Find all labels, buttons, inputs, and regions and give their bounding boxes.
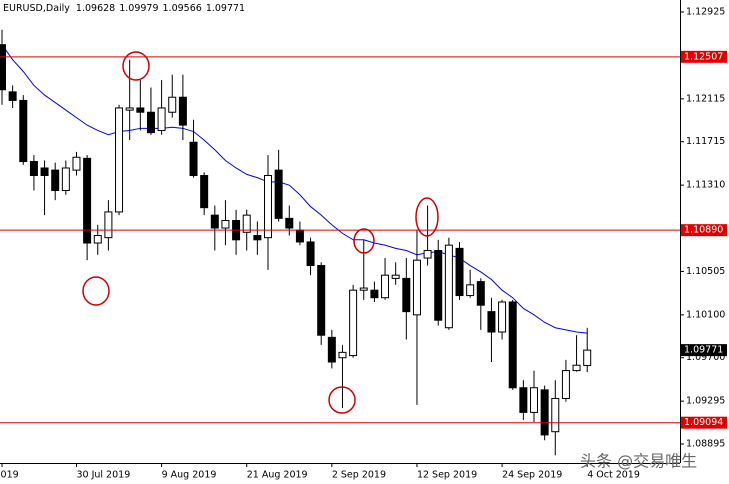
candle-body-down: [540, 389, 549, 436]
price-label-box: [681, 224, 727, 237]
candle-body-up: [115, 107, 124, 213]
candle-body-down: [178, 96, 187, 126]
candle-body-up: [391, 274, 400, 279]
chart-title: EURUSD,Daily 1.09628 1.09979 1.09566 1.09771: [3, 3, 245, 14]
candle-body-down: [306, 241, 315, 267]
candle-body-down: [295, 229, 304, 243]
x-tick-label: 12 Sep 2019: [417, 470, 477, 481]
y-tick-label: 1.12925: [686, 7, 725, 18]
candle-body-down: [455, 247, 464, 297]
candle-body-down: [519, 387, 528, 413]
x-tick-label: 2 Sep 2019: [332, 470, 386, 481]
candle-body-down: [83, 157, 92, 244]
y-tick-label: 1.11310: [686, 180, 725, 191]
candle-body-up: [157, 107, 166, 131]
candle-body-up: [264, 174, 272, 239]
y-tick-label: 1.10505: [686, 266, 725, 277]
candle-body-up: [221, 220, 230, 229]
candle-body-down: [434, 250, 443, 321]
close-value: 1.09771: [206, 3, 245, 14]
x-tick-label: 4 Oct 2019: [587, 470, 640, 481]
circle-annotation: [122, 51, 150, 81]
candle-body-up: [412, 259, 421, 316]
x-tick-label: 21 Aug 2019: [247, 470, 308, 481]
candle-body-down: [136, 107, 145, 113]
candle-body-down: [508, 301, 517, 389]
y-tick-label: 1.11715: [686, 136, 725, 147]
candle-body-up: [359, 287, 368, 291]
candle-body-up: [498, 301, 507, 333]
y-tick-label: 1.12115: [686, 93, 725, 104]
candle-body-down: [19, 99, 28, 163]
candle-body-down: [253, 235, 262, 241]
candle-body-up: [423, 250, 432, 259]
y-tick-label: 1.08895: [686, 439, 725, 450]
plot: [0, 29, 592, 456]
candle-body-up: [93, 235, 102, 244]
candle-body-down: [487, 311, 496, 333]
candle-body-down: [327, 336, 336, 363]
y-tick-label: 1.10100: [686, 309, 725, 320]
price-label-box: [681, 416, 727, 429]
candle-body-up: [349, 289, 358, 357]
high-value: 1.09979: [119, 3, 158, 14]
candle-body-up: [561, 370, 570, 399]
candle-body-up: [583, 349, 592, 366]
candle-body-down: [274, 169, 283, 219]
y-tick-label: 1.09700: [686, 352, 725, 363]
price-label-box: [681, 50, 727, 63]
candle-body-up: [338, 351, 347, 359]
circle-annotation: [328, 386, 356, 414]
candle-body-up: [104, 211, 113, 239]
candle-body-down: [29, 161, 38, 176]
watermark: 头条 @交易唯生: [580, 452, 697, 471]
price-label: 1.09094: [684, 417, 723, 428]
candle-body-up: [61, 167, 70, 191]
candle-body-up: [168, 96, 177, 113]
candle-body-up: [466, 284, 475, 297]
candle-body-up: [444, 244, 453, 329]
price-label: 1.12507: [684, 51, 723, 62]
candle-body-down: [370, 289, 379, 299]
moving-average: [1, 44, 588, 334]
current-price-label: 1.09771: [684, 345, 723, 356]
candle-body-up: [551, 397, 560, 433]
open-value: 1.09628: [76, 3, 115, 14]
circle-annotation: [82, 276, 110, 306]
candle-body-up: [530, 387, 538, 413]
x-tick-label: 30 Jul 2019: [76, 470, 130, 481]
x-tick-label: 24 Sep 2019: [502, 470, 562, 481]
candle-body-up: [242, 214, 251, 233]
symbol: EURUSD,Daily: [3, 3, 70, 14]
candle-body-down: [146, 111, 155, 134]
x-tick-label: 9 Aug 2019: [162, 470, 217, 481]
candle-body-up: [72, 156, 81, 171]
candle-body-down: [8, 91, 17, 101]
circle-annotation: [353, 228, 375, 254]
candle-body-up: [381, 274, 390, 299]
candle-body-down: [51, 169, 60, 191]
low-value: 1.09566: [163, 3, 202, 14]
annotations: [82, 51, 439, 414]
price-label: 1.10890: [684, 225, 723, 236]
candle-body-down: [285, 217, 294, 229]
circle-annotation: [415, 197, 439, 237]
candle-body-down: [476, 281, 485, 306]
candle-body-down: [200, 174, 209, 209]
candle-body-down: [0, 44, 6, 91]
candle-body-up: [572, 364, 581, 372]
x-tick-label: Jul 2019: [0, 470, 19, 481]
candle-body-down: [402, 277, 411, 313]
candle-body-down: [210, 214, 219, 229]
candle-body-down: [40, 167, 49, 176]
candle-body-up: [125, 107, 134, 111]
candle-body-down: [189, 141, 198, 176]
y-tick-label: 1.09295: [686, 396, 725, 407]
candle-body-down: [317, 265, 326, 336]
current-price-box: [681, 344, 727, 357]
